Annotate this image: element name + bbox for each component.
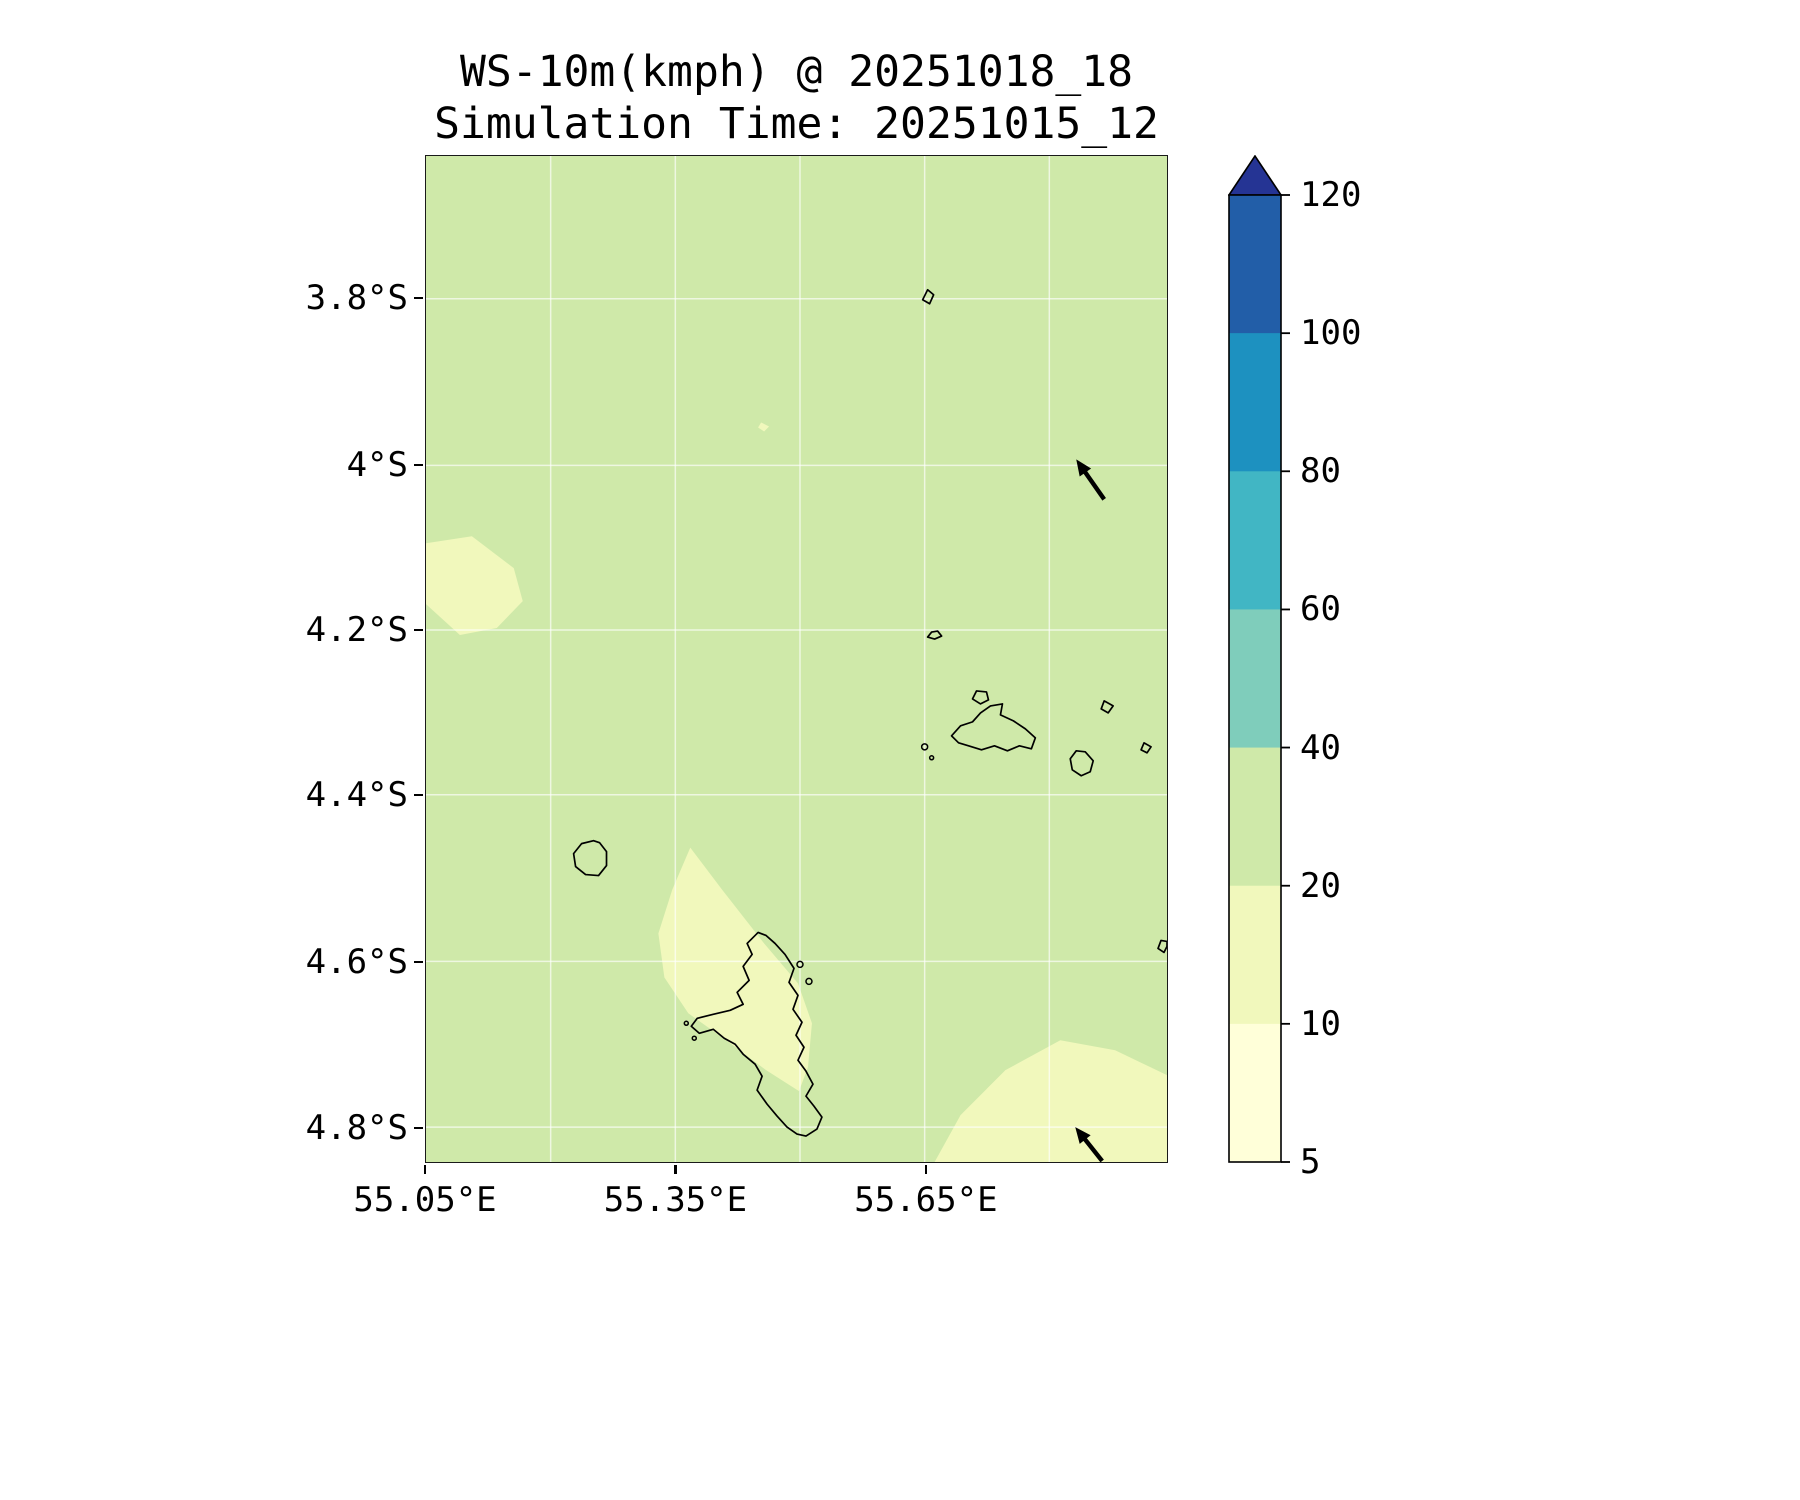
coastline-curieuse [971,690,990,705]
low-wind-speck [758,422,770,432]
colorbar-tick-label: 20 [1300,865,1341,906]
y-tick-label: 4.8°S [305,1108,408,1149]
map-plot-area [425,155,1168,1163]
y-tick-mark [414,793,423,797]
colorbar-tick-label: 100 [1300,313,1362,354]
coastline-islet [683,1020,690,1027]
x-tick-mark [674,1165,677,1174]
colorbar-band-5-10 [1229,1023,1281,1163]
coastline-marianne [1140,741,1152,754]
y-tick-mark [414,296,423,300]
coastline-silhouette [572,839,608,877]
plot-title-line1: WS-10m(kmph) @ 20251018_18 [459,47,1134,97]
wind-arrow-head [1075,1127,1091,1144]
y-tick-mark [414,463,423,467]
y-tick-label: 3.8°S [305,278,408,319]
coastline-islet [928,755,935,761]
x-tick-mark [924,1165,928,1174]
coastline-islet [920,743,929,751]
x-tick-label: 55.65°E [854,1180,998,1220]
y-tick-mark [414,960,423,964]
colorbar-band-20-40 [1229,747,1281,887]
y-tick-label: 4.2°S [305,609,408,650]
coastline-praslin [950,703,1037,752]
coastline-islet [796,960,804,969]
coastline-felicite [1100,700,1114,714]
y-tick-label: 4.6°S [305,942,408,982]
colorbar-outline [1228,194,1282,1163]
low-wind-patch-southeast [934,1040,1167,1162]
wind-arrow-shaft [1081,467,1106,501]
map-canvas [426,156,1167,1162]
y-tick-label: 4.4°S [305,774,408,815]
colorbar-tick-label: 80 [1300,451,1341,492]
x-tick-label: 55.35°E [603,1180,748,1220]
wind-arrow-head [1076,459,1092,477]
y-tick-mark [414,628,423,632]
colorbar-tick-label: 60 [1300,589,1341,630]
coastline-islet [805,977,813,986]
plot-title: WS-10m(kmph) @ 20251018_18 Simulation Ti… [385,46,1208,151]
x-tick-mark [423,1165,427,1174]
colorbar-tick-label: 40 [1300,727,1341,768]
colorbar-tick-label: 120 [1300,175,1362,215]
y-tick-label: 4°S [346,444,408,485]
colorbar-band-40-60 [1229,609,1281,749]
coastline-denis [921,288,935,305]
plot-title-line2: Simulation Time: 20251015_12 [434,99,1159,150]
low-wind-patch-west [426,536,523,636]
colorbar-extend-triangle [1228,155,1283,196]
colorbar-band-100-120 [1229,195,1281,334]
low-wind-patch-mahe [658,847,812,1092]
x-tick-label: 55.05°E [353,1180,497,1220]
colorbar-tick-label: 10 [1300,1003,1341,1044]
coastline-mahe [690,931,823,1137]
colorbar-band-80-100 [1229,333,1281,472]
coastline-islet [691,1035,698,1041]
coastline-la-digue [1069,749,1095,777]
colorbar-band-60-80 [1229,471,1281,611]
colorbar [1228,155,1290,1163]
coastline-fregate [1157,939,1167,954]
colorbar-band-10-20 [1229,885,1281,1025]
coastline-aride [926,630,943,640]
colorbar-tick-label: 5 [1300,1142,1321,1182]
wind-arrow-shaft [1080,1135,1104,1162]
y-tick-mark [414,1126,423,1130]
